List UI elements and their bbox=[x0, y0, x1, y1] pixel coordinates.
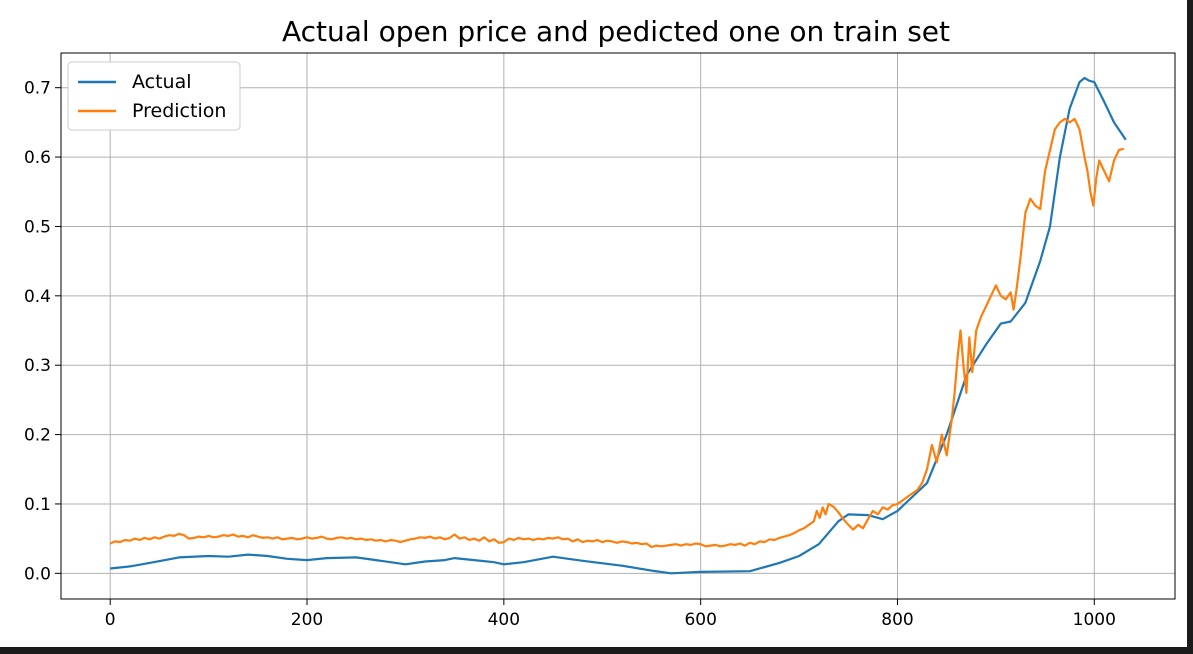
grid bbox=[61, 53, 1175, 599]
y-tick-label: 0.1 bbox=[24, 495, 51, 515]
legend-label-prediction: Prediction bbox=[132, 100, 226, 122]
chart-title: Actual open price and pedicted one on tr… bbox=[282, 15, 950, 48]
legend: Actual Prediction bbox=[67, 61, 241, 131]
y-axis: 0.0 0.1 0.2 0.3 0.4 0.5 0.6 0.7 bbox=[24, 79, 61, 584]
series-line-prediction bbox=[109, 117, 1125, 549]
legend-label-actual: Actual bbox=[132, 71, 192, 93]
series-line-actual bbox=[110, 76, 1127, 575]
y-tick-label: 0.5 bbox=[24, 217, 51, 237]
x-tick-label: 400 bbox=[488, 610, 520, 630]
x-tick-label: 1000 bbox=[1073, 610, 1116, 630]
y-tick-label: 0.2 bbox=[24, 426, 51, 446]
x-tick-label: 200 bbox=[291, 610, 323, 630]
y-tick-label: 0.0 bbox=[24, 564, 51, 584]
y-tick-label: 0.4 bbox=[24, 287, 51, 307]
legend-box bbox=[67, 61, 241, 131]
series-layer bbox=[109, 76, 1127, 575]
y-tick-label: 0.3 bbox=[24, 356, 51, 376]
plot-frame bbox=[60, 52, 1176, 600]
y-tick-label: 0.6 bbox=[24, 148, 51, 168]
x-tick-label: 0 bbox=[105, 610, 116, 630]
x-tick-label: 800 bbox=[881, 610, 913, 630]
x-axis: 0 200 400 600 800 1000 bbox=[105, 599, 1116, 630]
x-tick-label: 600 bbox=[684, 610, 716, 630]
y-tick-label: 0.7 bbox=[24, 79, 51, 99]
